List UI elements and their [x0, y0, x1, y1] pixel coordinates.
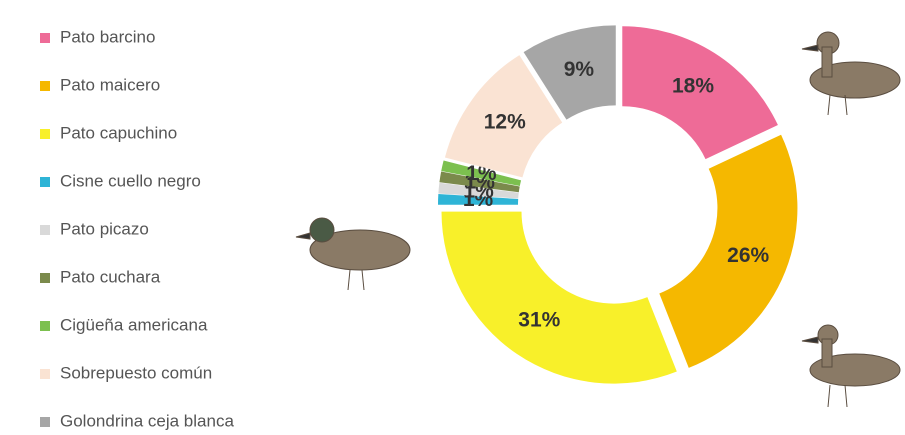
donut-slice — [438, 182, 519, 199]
legend-label: Pato cuchara — [60, 267, 161, 286]
legend-swatch — [40, 417, 50, 427]
legend-swatch — [40, 33, 50, 43]
value-label: 18% — [672, 74, 714, 97]
legend-swatch — [40, 321, 50, 331]
legend-label: Pato barcino — [60, 27, 155, 46]
donut-slice — [659, 134, 798, 368]
donut-slice — [523, 25, 616, 120]
value-label: 31% — [518, 308, 560, 331]
donut-slice — [441, 160, 522, 187]
legend-label: Pato maicero — [60, 75, 160, 94]
legend-swatch — [40, 129, 50, 139]
value-label: 12% — [484, 110, 526, 133]
legend-swatch — [40, 225, 50, 235]
legend-label: Cigüeña americana — [60, 315, 208, 334]
donut-slice — [444, 55, 563, 178]
legend-label: Pato picazo — [60, 219, 149, 238]
legend-swatch — [40, 273, 50, 283]
legend-label: Pato capuchino — [60, 123, 177, 142]
legend-label: Cisne cuello negro — [60, 171, 201, 190]
donut-slice — [622, 26, 778, 160]
legend-swatch — [40, 81, 50, 91]
legend-label: Golondrina ceja blanca — [60, 411, 234, 430]
legend-swatch — [40, 369, 50, 379]
legend-label: Sobrepuesto común — [60, 363, 212, 382]
value-label: 9% — [564, 58, 595, 81]
donut-slice — [441, 211, 677, 384]
donut-slice — [438, 193, 519, 205]
duck-illustration — [295, 31, 901, 408]
value-label: 26% — [727, 244, 769, 267]
legend-swatch — [40, 177, 50, 187]
donut-slice — [439, 171, 520, 193]
